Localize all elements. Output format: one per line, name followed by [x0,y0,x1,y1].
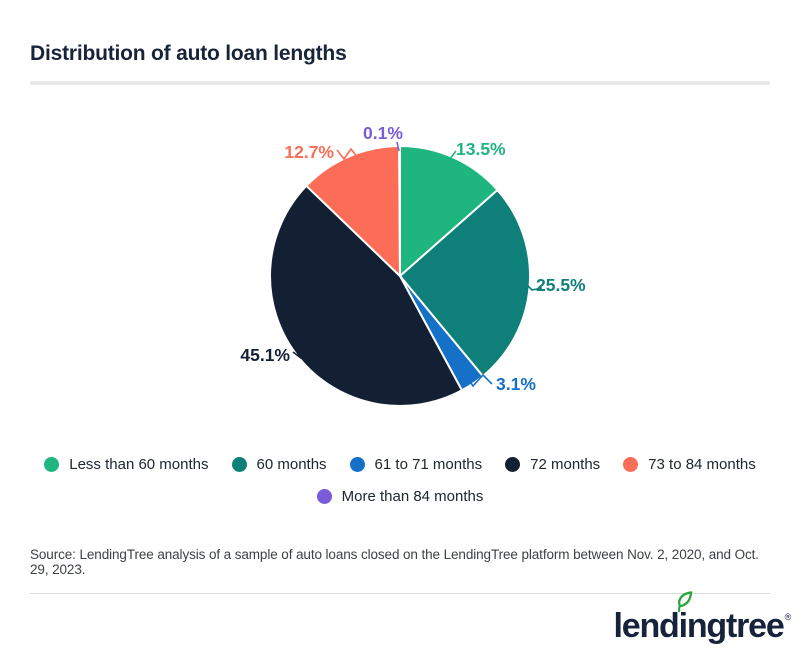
legend-dot [349,457,365,472]
legend-item-60-months: 60 months [231,456,327,473]
legend-label: 61 to 71 months [374,456,483,473]
legend-row-1: Less than 60 months 60 months 61 to 71 mon… [44,456,756,473]
pie-slice-more-than-84-months [398,144,401,277]
pie-slice-less-than-60-months [399,145,499,277]
logo-text-lead: lend [613,607,680,645]
logo-text-tail: ngtree [686,607,785,645]
pie-value-label: 25.5% [536,275,586,295]
legend-row-2: More than 84 months [316,488,484,505]
chart-legend: Less than 60 months 60 months 61 to 71 mon… [0,456,800,505]
legend-item-less-than-60-months: Less than 60 months [44,456,209,473]
pie-label-leader [336,147,359,161]
registered-mark: ® [784,612,792,622]
legend-dot [231,457,247,472]
source-note: Source: LendingTree analysis of a sample… [30,547,759,577]
pie-label-leader [465,373,493,388]
pie-label-leader [396,141,400,152]
pie-value-label: 3.1% [496,374,536,394]
pie-slice-73-to-84-months [305,145,401,277]
pie-value-label: 0.1% [363,123,403,143]
legend-item-more-than-84-months: More than 84 months [316,488,484,505]
legend-label: 60 months [256,456,327,473]
pie-label-leader [526,284,543,291]
page-title: Distribution of auto loan lengths [30,42,347,65]
legend-dot [505,457,521,472]
pie-slice-60-months [399,189,531,378]
legend-dot [316,489,332,504]
legend-item-72-months: 72 months [505,456,600,473]
pie-value-label: 12.7% [284,142,334,162]
legend-item-61-to-71-months: 61 to 71 months [349,456,483,473]
legend-label: Less than 60 months [69,456,209,473]
pie-label-leader [292,349,315,360]
leaf-icon [677,591,692,612]
legend-dot [623,457,639,472]
legend-label: 73 to 84 months [648,456,756,473]
legend-label: More than 84 months [341,488,484,505]
pie-value-label: 45.1% [240,345,290,365]
logo-text-i: i [678,607,688,645]
legend-item-73-to-84-months: 73 to 84 months [623,456,756,473]
pie-chart: 13.5% 25.5% 3.1% 45.1% 12.7% 0.1% [240,123,586,407]
lendingtree-logo: lend i ngtree ® [613,591,792,647]
footer-divider [30,593,770,594]
legend-dot [44,457,60,472]
legend-label: 72 months [530,456,601,473]
pie-value-label: 13.5% [456,139,506,159]
title-divider [30,81,770,85]
pie-label-leader [441,150,457,170]
